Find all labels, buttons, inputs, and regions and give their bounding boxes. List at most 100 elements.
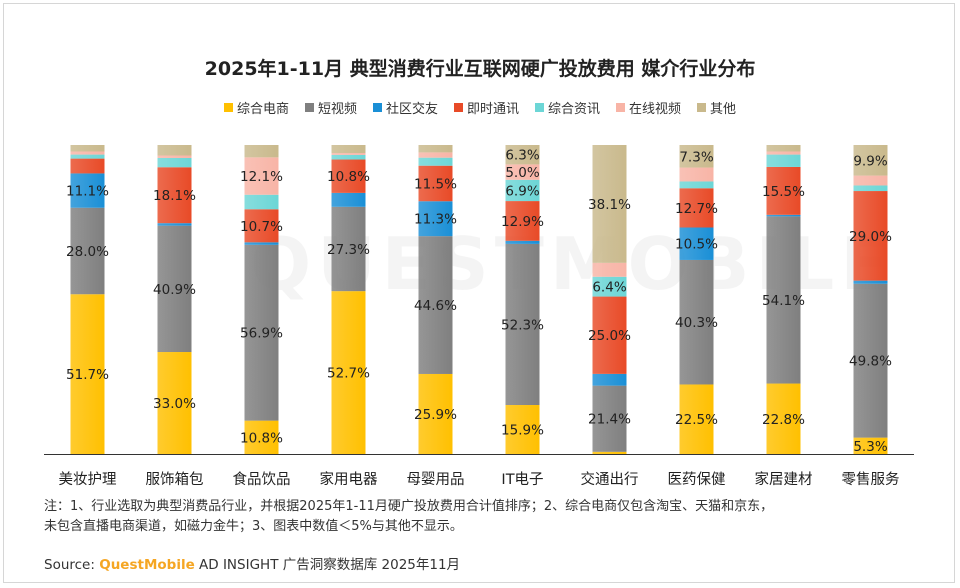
bar-segment-4-6 (418, 145, 453, 153)
bar-segment-2-4 (244, 194, 279, 210)
data-label-6-6: 38.1% (588, 197, 631, 213)
bar-segment-8-0 (766, 383, 801, 454)
data-label-1-3: 18.1% (153, 188, 196, 204)
source-brand: QuestMobile (99, 557, 195, 573)
legend-swatch (453, 103, 463, 112)
bar-segment-6-4 (592, 276, 627, 297)
bar-segment-7-6 (679, 145, 714, 168)
chart-frame (3, 3, 955, 583)
legend-swatch (372, 103, 382, 112)
x-tick-label-7: 医药保健 (668, 471, 726, 488)
data-label-5-5: 5.0% (505, 165, 539, 181)
bar-segment-0-0 (70, 294, 105, 454)
data-label-6-1: 21.4% (588, 412, 631, 428)
data-label-5-1: 52.3% (501, 317, 544, 333)
data-label-9-6: 9.9% (853, 153, 887, 169)
bar-segment-6-6 (592, 145, 627, 263)
data-label-7-3: 12.7% (675, 201, 718, 217)
data-label-0-1: 28.0% (66, 244, 109, 260)
bar-segment-7-1 (679, 259, 714, 385)
bar-segment-6-0 (592, 451, 627, 454)
bar-segment-5-0 (505, 405, 540, 454)
bar-segment-1-0 (157, 352, 192, 454)
bar-segment-0-5 (70, 151, 105, 155)
data-label-8-1: 54.1% (762, 293, 805, 309)
bar-segment-9-2 (853, 280, 888, 284)
x-tick-label-9: 零售服务 (842, 471, 900, 488)
data-label-4-3: 11.5% (414, 176, 457, 192)
bar-segment-4-0 (418, 373, 453, 454)
data-label-7-2: 10.5% (675, 237, 718, 253)
bar-segment-4-1 (418, 236, 453, 374)
bar-segment-8-2 (766, 214, 801, 217)
bar-segment-8-3 (766, 166, 801, 215)
bar-segment-6-1 (592, 385, 627, 452)
data-label-7-0: 22.5% (675, 412, 718, 428)
legend-item-0: 综合电商 (223, 98, 289, 117)
x-tick-label-0: 美妆护理 (59, 471, 117, 488)
bar-segment-1-2 (157, 223, 192, 226)
data-label-5-3: 12.9% (501, 214, 544, 230)
bar-segment-3-6 (331, 145, 366, 154)
legend-label: 在线视频 (629, 102, 682, 117)
bar-segment-8-6 (766, 145, 801, 152)
legend-item-5: 在线视频 (616, 98, 681, 117)
data-label-7-6: 7.3% (679, 149, 713, 165)
data-label-9-1: 49.8% (849, 354, 892, 370)
data-label-6-4: 6.4% (592, 280, 626, 296)
source-rest: AD INSIGHT 广告洞察数据库 2025年11月 (199, 557, 461, 573)
bar-segment-3-3 (331, 159, 366, 193)
x-tick-label-6: 交通出行 (581, 470, 639, 488)
data-label-1-1: 40.9% (153, 282, 196, 298)
bar-segment-2-6 (244, 145, 279, 158)
bar-segment-6-2 (592, 373, 627, 386)
bar-segment-1-1 (157, 225, 192, 353)
data-label-0-0: 51.7% (66, 367, 109, 383)
bar-segment-2-5 (244, 157, 279, 195)
bar-segment-3-2 (331, 192, 366, 207)
data-label-5-6: 6.3% (505, 148, 539, 164)
bar-segment-3-1 (331, 206, 366, 292)
bar-segment-6-3 (592, 296, 627, 374)
bar-segment-3-4 (331, 154, 366, 160)
footnotes: 注：1、行业选取为典型消费品行业，并根据2025年1-11月硬广投放费用合计值排… (44, 497, 924, 537)
bar-segment-7-3 (679, 188, 714, 228)
bar-segment-9-0 (853, 437, 888, 454)
bar-segment-7-5 (679, 167, 714, 182)
legend-swatch (697, 103, 707, 112)
source-prefix: Source: (44, 557, 95, 573)
legend-label: 社区交友 (385, 102, 438, 117)
bar-segment-6-5 (592, 262, 627, 277)
stacked-bar-chart: 51.7% 28.0% 11.1% 美妆护理 33.0% 40.9% 18.1% 服饰箱包 10… (44, 145, 914, 488)
bar-segment-7-2 (679, 227, 714, 260)
data-label-9-3: 29.0% (849, 229, 892, 245)
bar-segment-0-2 (70, 173, 105, 208)
data-label-9-0: 5.3% (853, 439, 887, 455)
bar-segment-9-3 (853, 191, 888, 281)
legend-label: 其他 (710, 102, 737, 117)
bar-segment-2-1 (244, 244, 279, 421)
legend-swatch (535, 103, 544, 112)
footnote-line-1: 注：1、行业选取为典型消费品行业，并根据2025年1-11月硬广投放费用合计值排… (44, 499, 774, 514)
legend-label: 综合电商 (236, 102, 289, 117)
chart-legend: 综合电商 短视频 社区交友 即时通讯 综合资讯 在线视频 其他 (0, 98, 960, 117)
data-label-3-3: 10.8% (327, 169, 370, 185)
x-tick-label-2: 食品饮品 (233, 471, 291, 488)
legend-item-6: 其他 (697, 98, 736, 117)
bar-segment-8-1 (766, 216, 801, 384)
data-label-2-3: 10.7% (240, 219, 283, 235)
legend-swatch (304, 103, 314, 112)
bar-segment-9-5 (853, 175, 888, 186)
bar-segment-2-0 (244, 420, 279, 454)
data-label-0-2: 11.1% (66, 184, 109, 200)
data-label-2-0: 10.8% (240, 430, 283, 446)
data-label-8-3: 15.5% (762, 184, 805, 200)
bar-segment-4-4 (418, 157, 453, 166)
legend-item-3: 即时通讯 (453, 98, 519, 117)
data-label-7-1: 40.3% (675, 315, 718, 331)
bar-segment-9-1 (853, 283, 888, 438)
bar-segment-0-3 (70, 158, 105, 174)
legend-label: 短视频 (317, 102, 357, 117)
data-label-2-1: 56.9% (240, 326, 283, 342)
legend-item-1: 短视频 (304, 98, 357, 117)
